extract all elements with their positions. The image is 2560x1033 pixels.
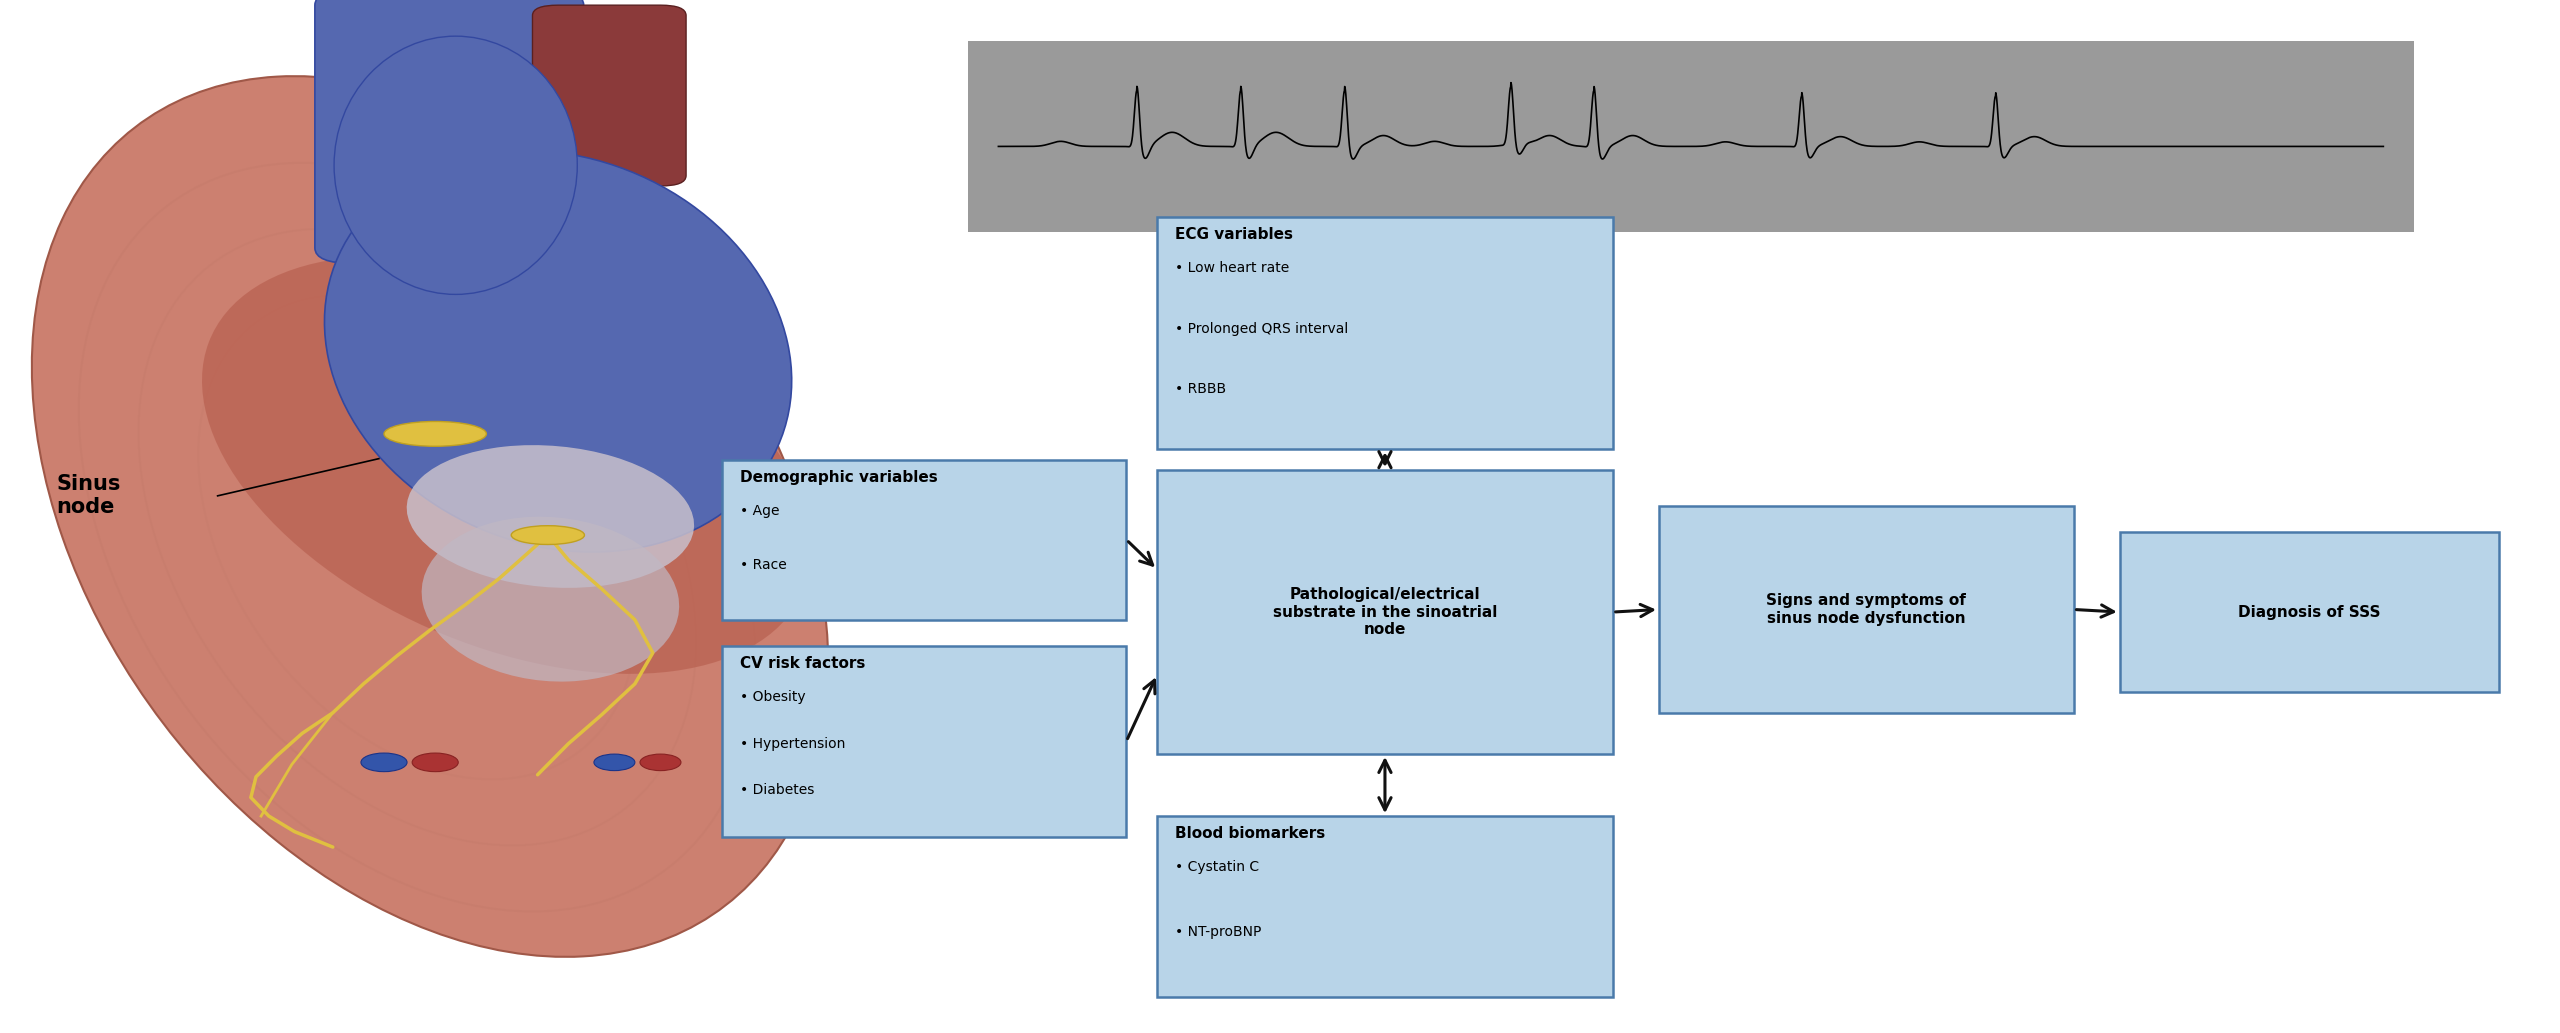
FancyBboxPatch shape <box>722 460 1126 620</box>
Text: • RBBB: • RBBB <box>1175 382 1226 396</box>
Text: • NT-proBNP: • NT-proBNP <box>1175 926 1262 939</box>
Ellipse shape <box>407 445 694 588</box>
FancyBboxPatch shape <box>968 41 2414 232</box>
Text: Pathological/electrical
substrate in the sinoatrial
node: Pathological/electrical substrate in the… <box>1272 587 1498 637</box>
Text: • Diabetes: • Diabetes <box>740 783 814 797</box>
Text: • Cystatin C: • Cystatin C <box>1175 860 1260 875</box>
Text: Sinus
node: Sinus node <box>56 474 120 518</box>
Text: Signs and symptoms of
sinus node dysfunction: Signs and symptoms of sinus node dysfunc… <box>1766 593 1966 626</box>
Ellipse shape <box>384 421 486 446</box>
Text: Demographic variables: Demographic variables <box>740 470 937 486</box>
Ellipse shape <box>422 516 678 682</box>
FancyBboxPatch shape <box>2120 532 2499 692</box>
FancyBboxPatch shape <box>1157 470 1613 754</box>
FancyBboxPatch shape <box>532 5 686 186</box>
Ellipse shape <box>202 256 812 674</box>
Circle shape <box>361 753 407 772</box>
FancyBboxPatch shape <box>1157 217 1613 449</box>
Circle shape <box>412 753 458 772</box>
FancyBboxPatch shape <box>0 0 704 1033</box>
Text: • Hypertension: • Hypertension <box>740 737 845 751</box>
FancyBboxPatch shape <box>1157 816 1613 997</box>
Text: • Prolonged QRS interval: • Prolonged QRS interval <box>1175 321 1349 336</box>
FancyBboxPatch shape <box>722 646 1126 837</box>
Text: Blood biomarkers: Blood biomarkers <box>1175 826 1326 842</box>
Ellipse shape <box>325 151 791 552</box>
Text: • Race: • Race <box>740 558 786 572</box>
Text: Diagnosis of SSS: Diagnosis of SSS <box>2237 604 2381 620</box>
FancyBboxPatch shape <box>315 0 584 263</box>
Ellipse shape <box>333 36 579 294</box>
Text: • Obesity: • Obesity <box>740 690 806 705</box>
Text: ECG variables: ECG variables <box>1175 227 1293 243</box>
Text: CV risk factors: CV risk factors <box>740 656 865 671</box>
Circle shape <box>640 754 681 771</box>
FancyBboxPatch shape <box>1659 506 2074 713</box>
Text: • Age: • Age <box>740 504 778 519</box>
Ellipse shape <box>512 526 584 544</box>
Ellipse shape <box>31 76 829 957</box>
Circle shape <box>594 754 635 771</box>
Text: • Low heart rate: • Low heart rate <box>1175 261 1290 276</box>
